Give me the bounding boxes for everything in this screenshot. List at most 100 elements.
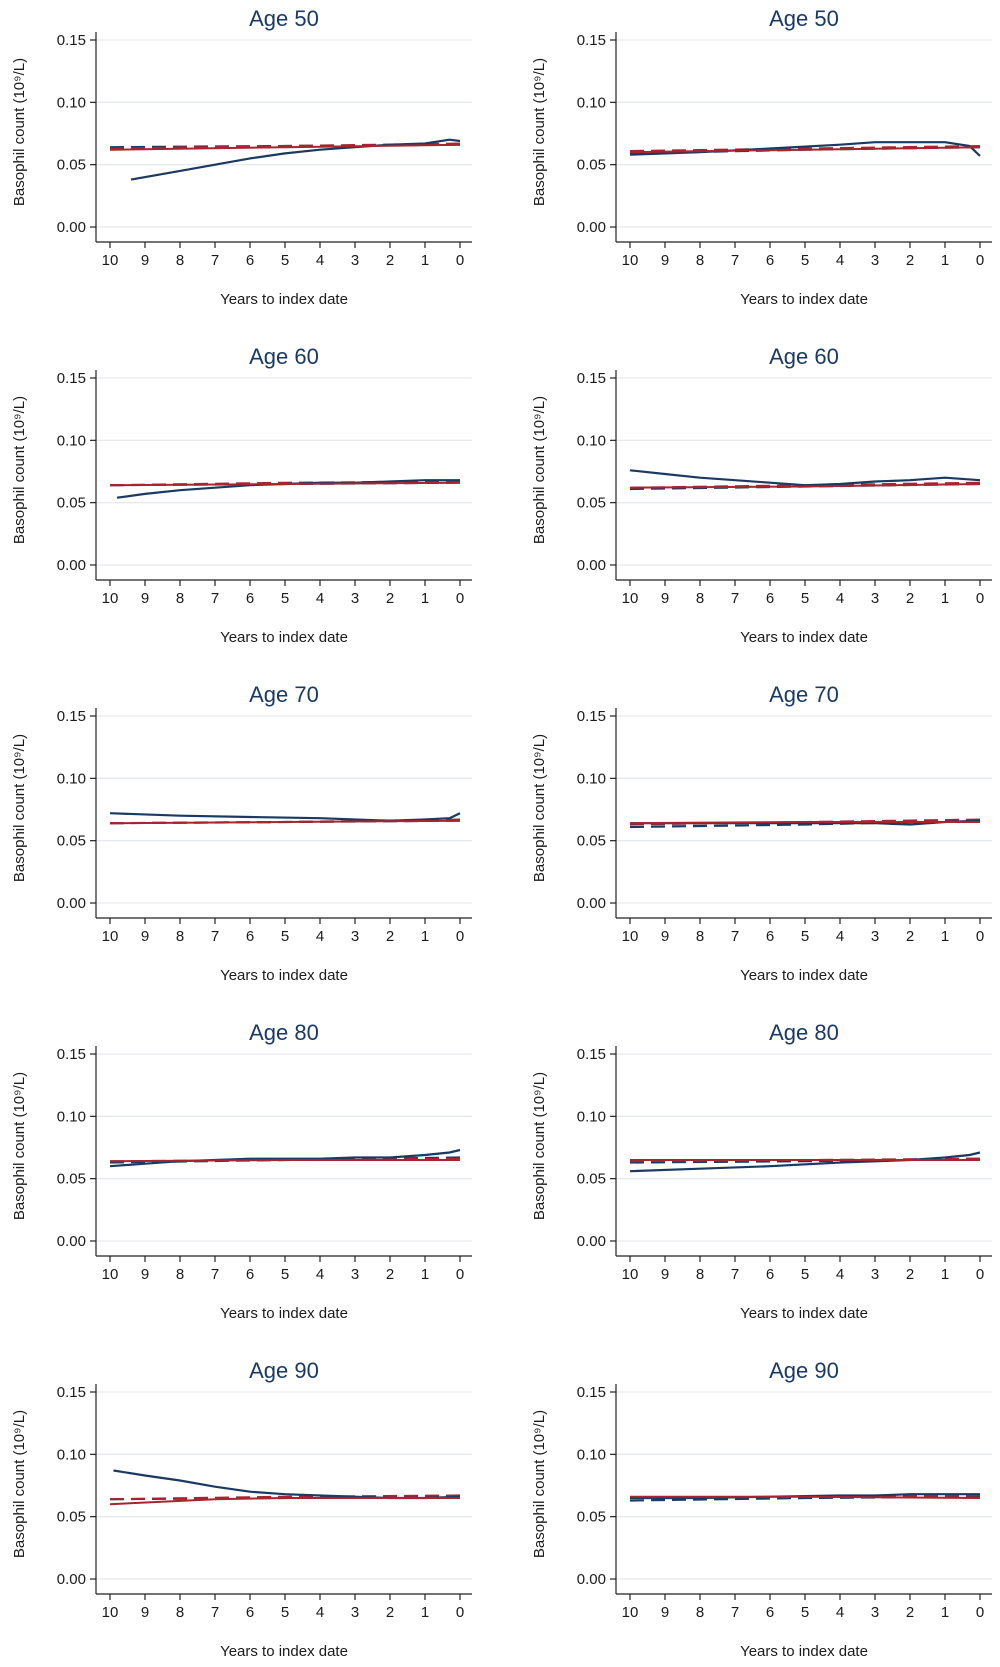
- x-tick-label: 0: [976, 1604, 984, 1621]
- x-tick-label: 10: [622, 1266, 639, 1283]
- x-tick-label: 8: [696, 252, 704, 269]
- series-line-red-dashed: [629, 145, 981, 152]
- series-line-navy-dashed: [629, 1495, 981, 1502]
- chart-title: Age 50: [769, 6, 839, 31]
- x-tick-label: 5: [281, 1266, 289, 1283]
- series-line-navy-solid: [109, 812, 461, 822]
- x-tick-label: 8: [696, 590, 704, 607]
- x-tick-label: 4: [316, 590, 324, 607]
- x-tick-label: 9: [141, 928, 149, 945]
- x-tick-label: 7: [211, 1604, 219, 1621]
- x-tick-label: 3: [871, 252, 879, 269]
- y-tick-label: 0.10: [577, 1108, 606, 1125]
- x-tick-label: 8: [176, 1266, 184, 1283]
- x-tick-label: 7: [211, 928, 219, 945]
- x-tick-label: 10: [102, 590, 119, 607]
- y-tick-label: 0.15: [57, 32, 86, 49]
- series-line-navy-dashed: [629, 1157, 981, 1164]
- series-line-navy-solid: [113, 1469, 461, 1500]
- chart-title: Age 80: [249, 1020, 319, 1045]
- x-tick-label: 2: [906, 252, 914, 269]
- x-tick-label: 0: [976, 928, 984, 945]
- x-tick-label: 6: [246, 590, 254, 607]
- series-line-red-solid: [109, 481, 461, 487]
- x-tick-label: 1: [941, 590, 949, 607]
- x-tick-label: 5: [801, 252, 809, 269]
- y-tick-label: 0.00: [57, 219, 86, 236]
- series-line-navy-solid: [130, 138, 461, 181]
- x-tick-label: 9: [661, 590, 669, 607]
- x-tick-label: 3: [871, 590, 879, 607]
- x-tick-label: 5: [801, 1604, 809, 1621]
- y-tick-label: 0.05: [57, 1509, 86, 1526]
- x-tick-label: 9: [141, 1604, 149, 1621]
- x-tick-label: 9: [141, 590, 149, 607]
- series-line-red-solid: [109, 1159, 460, 1163]
- y-axis-label: Basophil count (10⁹/L): [11, 1072, 28, 1220]
- chart-title: Age 70: [769, 682, 839, 707]
- y-tick-label: 0.05: [577, 833, 606, 850]
- y-tick-label: 0.15: [577, 1046, 606, 1063]
- x-tick-label: 9: [661, 1266, 669, 1283]
- y-tick-label: 0.15: [57, 370, 86, 387]
- y-tick-label: 0.15: [577, 32, 606, 49]
- x-tick-label: 3: [351, 590, 359, 607]
- y-axis-label: Basophil count (10⁹/L): [531, 734, 548, 882]
- x-tick-label: 3: [351, 1604, 359, 1621]
- x-tick-label: 2: [386, 252, 394, 269]
- y-axis-label: Basophil count (10⁹/L): [11, 58, 28, 206]
- y-tick-label: 0.00: [57, 895, 86, 912]
- x-tick-label: 4: [836, 928, 844, 945]
- y-tick-label: 0.00: [57, 557, 86, 574]
- y-axis-label: Basophil count (10⁹/L): [531, 1072, 548, 1220]
- x-tick-label: 6: [766, 1604, 774, 1621]
- x-tick-label: 0: [976, 1266, 984, 1283]
- x-tick-label: 6: [246, 252, 254, 269]
- x-tick-label: 6: [766, 590, 774, 607]
- x-tick-label: 4: [836, 1604, 844, 1621]
- y-tick-label: 0.10: [577, 432, 606, 449]
- y-tick-label: 0.15: [57, 1046, 86, 1063]
- x-axis-label: Years to index date: [740, 967, 868, 984]
- y-tick-label: 0.05: [57, 157, 86, 174]
- x-tick-label: 8: [176, 1604, 184, 1621]
- y-tick-label: 0.10: [57, 1446, 86, 1463]
- x-tick-label: 4: [316, 1266, 324, 1283]
- x-tick-label: 7: [211, 1266, 219, 1283]
- x-tick-label: 2: [386, 590, 394, 607]
- x-tick-label: 0: [456, 252, 464, 269]
- x-tick-label: 5: [801, 590, 809, 607]
- x-tick-label: 10: [102, 928, 119, 945]
- x-tick-label: 4: [836, 1266, 844, 1283]
- x-tick-label: 3: [871, 928, 879, 945]
- x-tick-label: 5: [281, 590, 289, 607]
- x-tick-label: 2: [906, 590, 914, 607]
- x-tick-label: 6: [766, 1266, 774, 1283]
- y-tick-label: 0.00: [57, 1233, 86, 1250]
- chart-title: Age 50: [249, 6, 319, 31]
- x-tick-label: 1: [941, 252, 949, 269]
- x-tick-label: 10: [102, 252, 119, 269]
- x-tick-label: 5: [801, 1266, 809, 1283]
- y-tick-label: 0.05: [577, 157, 606, 174]
- x-tick-label: 8: [176, 590, 184, 607]
- y-tick-label: 0.10: [57, 1108, 86, 1125]
- x-axis-label: Years to index date: [740, 291, 868, 308]
- y-tick-label: 0.00: [577, 1233, 606, 1250]
- x-tick-label: 3: [351, 252, 359, 269]
- x-tick-label: 0: [456, 1266, 464, 1283]
- x-tick-label: 1: [421, 1266, 429, 1283]
- series-line-red-dashed: [109, 1494, 461, 1501]
- y-axis-label: Basophil count (10⁹/L): [531, 396, 548, 544]
- chart-title: Age 60: [249, 344, 319, 369]
- y-tick-label: 0.10: [577, 94, 606, 111]
- series-line-red-solid: [629, 146, 981, 154]
- series-line-red-solid: [109, 819, 461, 825]
- x-axis-label: Years to index date: [220, 291, 348, 308]
